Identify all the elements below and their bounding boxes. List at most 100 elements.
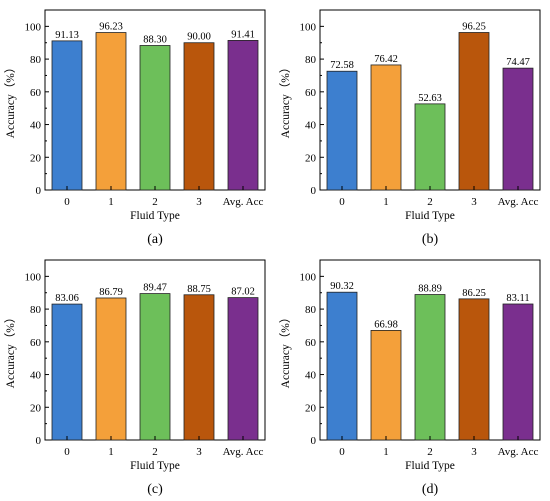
bar xyxy=(139,293,171,441)
x-tick-label: 0 xyxy=(339,446,345,458)
y-axis-title: Accuracy（%） xyxy=(279,62,292,139)
y-tick-label: 0 xyxy=(36,185,42,197)
bar-value-label: 88.30 xyxy=(143,35,167,46)
y-tick-label: 60 xyxy=(30,337,42,349)
x-tick-label: 1 xyxy=(108,446,114,458)
x-tick-label: 1 xyxy=(108,196,114,208)
bar xyxy=(183,42,215,191)
y-tick-label: 40 xyxy=(30,120,42,132)
bar-value-label: 86.79 xyxy=(99,287,123,298)
y-tick-label: 80 xyxy=(305,304,317,316)
bar-value-label: 86.25 xyxy=(462,288,486,299)
y-tick-label: 40 xyxy=(30,370,42,382)
panel-label: (a) xyxy=(147,232,163,247)
bar-value-label: 90.00 xyxy=(187,32,211,43)
x-tick-label: 2 xyxy=(152,446,158,458)
y-tick-label: 100 xyxy=(300,271,317,283)
x-axis-title: Fluid Type xyxy=(405,460,455,472)
chart-panel-d: 0 20 40 60 80 100 90.32 0 66.98 1 88.89 2 86.25 3 83.1… xyxy=(275,250,550,500)
bar-chart-b: 0 20 40 60 80 100 72.58 0 76.42 1 52.63 2 96.25 3 74.4… xyxy=(279,9,541,247)
bar xyxy=(227,297,259,441)
x-tick-label: Avg. Acc xyxy=(498,196,539,208)
x-tick-label: 2 xyxy=(427,446,433,458)
y-tick-label: 60 xyxy=(30,87,42,99)
bar xyxy=(326,291,358,441)
panel-label: (b) xyxy=(422,232,439,247)
bar-value-label: 88.75 xyxy=(187,284,211,295)
bar-value-label: 72.58 xyxy=(330,60,354,71)
x-axis-title: Fluid Type xyxy=(405,210,455,222)
panel-label: (c) xyxy=(147,482,163,497)
bar-value-label: 91.13 xyxy=(55,30,79,41)
y-tick-label: 100 xyxy=(25,271,42,283)
chart-panel-b: 0 20 40 60 80 100 72.58 0 76.42 1 52.63 2 96.25 3 74.4… xyxy=(275,0,550,250)
x-tick-label: 0 xyxy=(339,196,345,208)
bar xyxy=(95,32,127,191)
bar-value-label: 96.23 xyxy=(99,22,123,33)
x-tick-label: 3 xyxy=(196,196,202,208)
bar xyxy=(414,294,446,441)
bar-value-label: 83.11 xyxy=(506,293,529,304)
x-axis-title: Fluid Type xyxy=(130,210,180,222)
bar xyxy=(139,45,171,191)
bar-value-label: 96.25 xyxy=(462,22,486,33)
y-tick-label: 80 xyxy=(30,304,42,316)
y-tick-label: 60 xyxy=(305,87,317,99)
bar-value-label: 91.41 xyxy=(231,29,255,40)
bar-value-label: 74.47 xyxy=(506,57,530,68)
bar-value-label: 66.98 xyxy=(374,319,398,330)
bar xyxy=(502,303,534,441)
x-tick-label: 1 xyxy=(383,196,389,208)
y-tick-label: 0 xyxy=(311,185,317,197)
x-tick-label: 3 xyxy=(196,446,202,458)
bar-chart-a: 0 20 40 60 80 100 91.13 0 96.23 1 88.30 2 90.00 3 91.4… xyxy=(4,9,266,247)
bar xyxy=(51,40,83,191)
x-tick-label: 2 xyxy=(427,196,433,208)
y-tick-label: 0 xyxy=(311,435,317,447)
y-tick-label: 40 xyxy=(305,120,317,132)
y-tick-label: 20 xyxy=(30,402,42,414)
bar xyxy=(458,298,490,441)
bar-value-label: 88.89 xyxy=(418,284,442,295)
bar-value-label: 83.06 xyxy=(55,293,79,304)
x-tick-label: 1 xyxy=(383,446,389,458)
bar-value-label: 52.63 xyxy=(418,93,442,104)
y-axis-title: Accuracy（%） xyxy=(4,62,17,139)
bar xyxy=(326,70,358,191)
x-tick-label: 0 xyxy=(64,446,70,458)
bar xyxy=(414,103,446,191)
y-tick-label: 0 xyxy=(36,435,42,447)
x-tick-label: Avg. Acc xyxy=(223,196,264,208)
x-tick-label: 3 xyxy=(471,196,477,208)
bar xyxy=(370,329,402,441)
bar xyxy=(51,303,83,441)
bar-value-label: 90.32 xyxy=(330,281,354,292)
bar xyxy=(370,64,402,191)
bar-value-label: 87.02 xyxy=(231,287,255,298)
y-tick-label: 20 xyxy=(305,152,317,164)
y-axis-title: Accuracy（%） xyxy=(279,312,292,389)
chart-panel-a: 0 20 40 60 80 100 91.13 0 96.23 1 88.30 2 90.00 3 91.4… xyxy=(0,0,275,250)
x-axis-title: Fluid Type xyxy=(130,460,180,472)
y-tick-label: 100 xyxy=(25,21,42,33)
x-tick-label: 2 xyxy=(152,196,158,208)
panel-label: (d) xyxy=(422,482,439,497)
y-axis-title: Accuracy（%） xyxy=(4,312,17,389)
y-tick-label: 80 xyxy=(305,54,317,66)
bar xyxy=(227,40,259,191)
bar-value-label: 76.42 xyxy=(374,54,398,65)
chart-panel-c: 0 20 40 60 80 100 83.06 0 86.79 1 89.47 2 88.75 3 87.0… xyxy=(0,250,275,500)
bar xyxy=(95,297,127,441)
bar xyxy=(502,67,534,191)
x-tick-label: 0 xyxy=(64,196,70,208)
bar-value-label: 89.47 xyxy=(143,283,167,294)
y-tick-label: 20 xyxy=(305,402,317,414)
x-tick-label: 3 xyxy=(471,446,477,458)
bar-chart-d: 0 20 40 60 80 100 90.32 0 66.98 1 88.89 2 86.25 3 83.1… xyxy=(279,259,541,497)
y-tick-label: 20 xyxy=(30,152,42,164)
x-tick-label: Avg. Acc xyxy=(223,446,264,458)
y-tick-label: 100 xyxy=(300,21,317,33)
bar-chart-c: 0 20 40 60 80 100 83.06 0 86.79 1 89.47 2 88.75 3 87.0… xyxy=(4,259,266,497)
y-tick-label: 40 xyxy=(305,370,317,382)
y-tick-label: 80 xyxy=(30,54,42,66)
